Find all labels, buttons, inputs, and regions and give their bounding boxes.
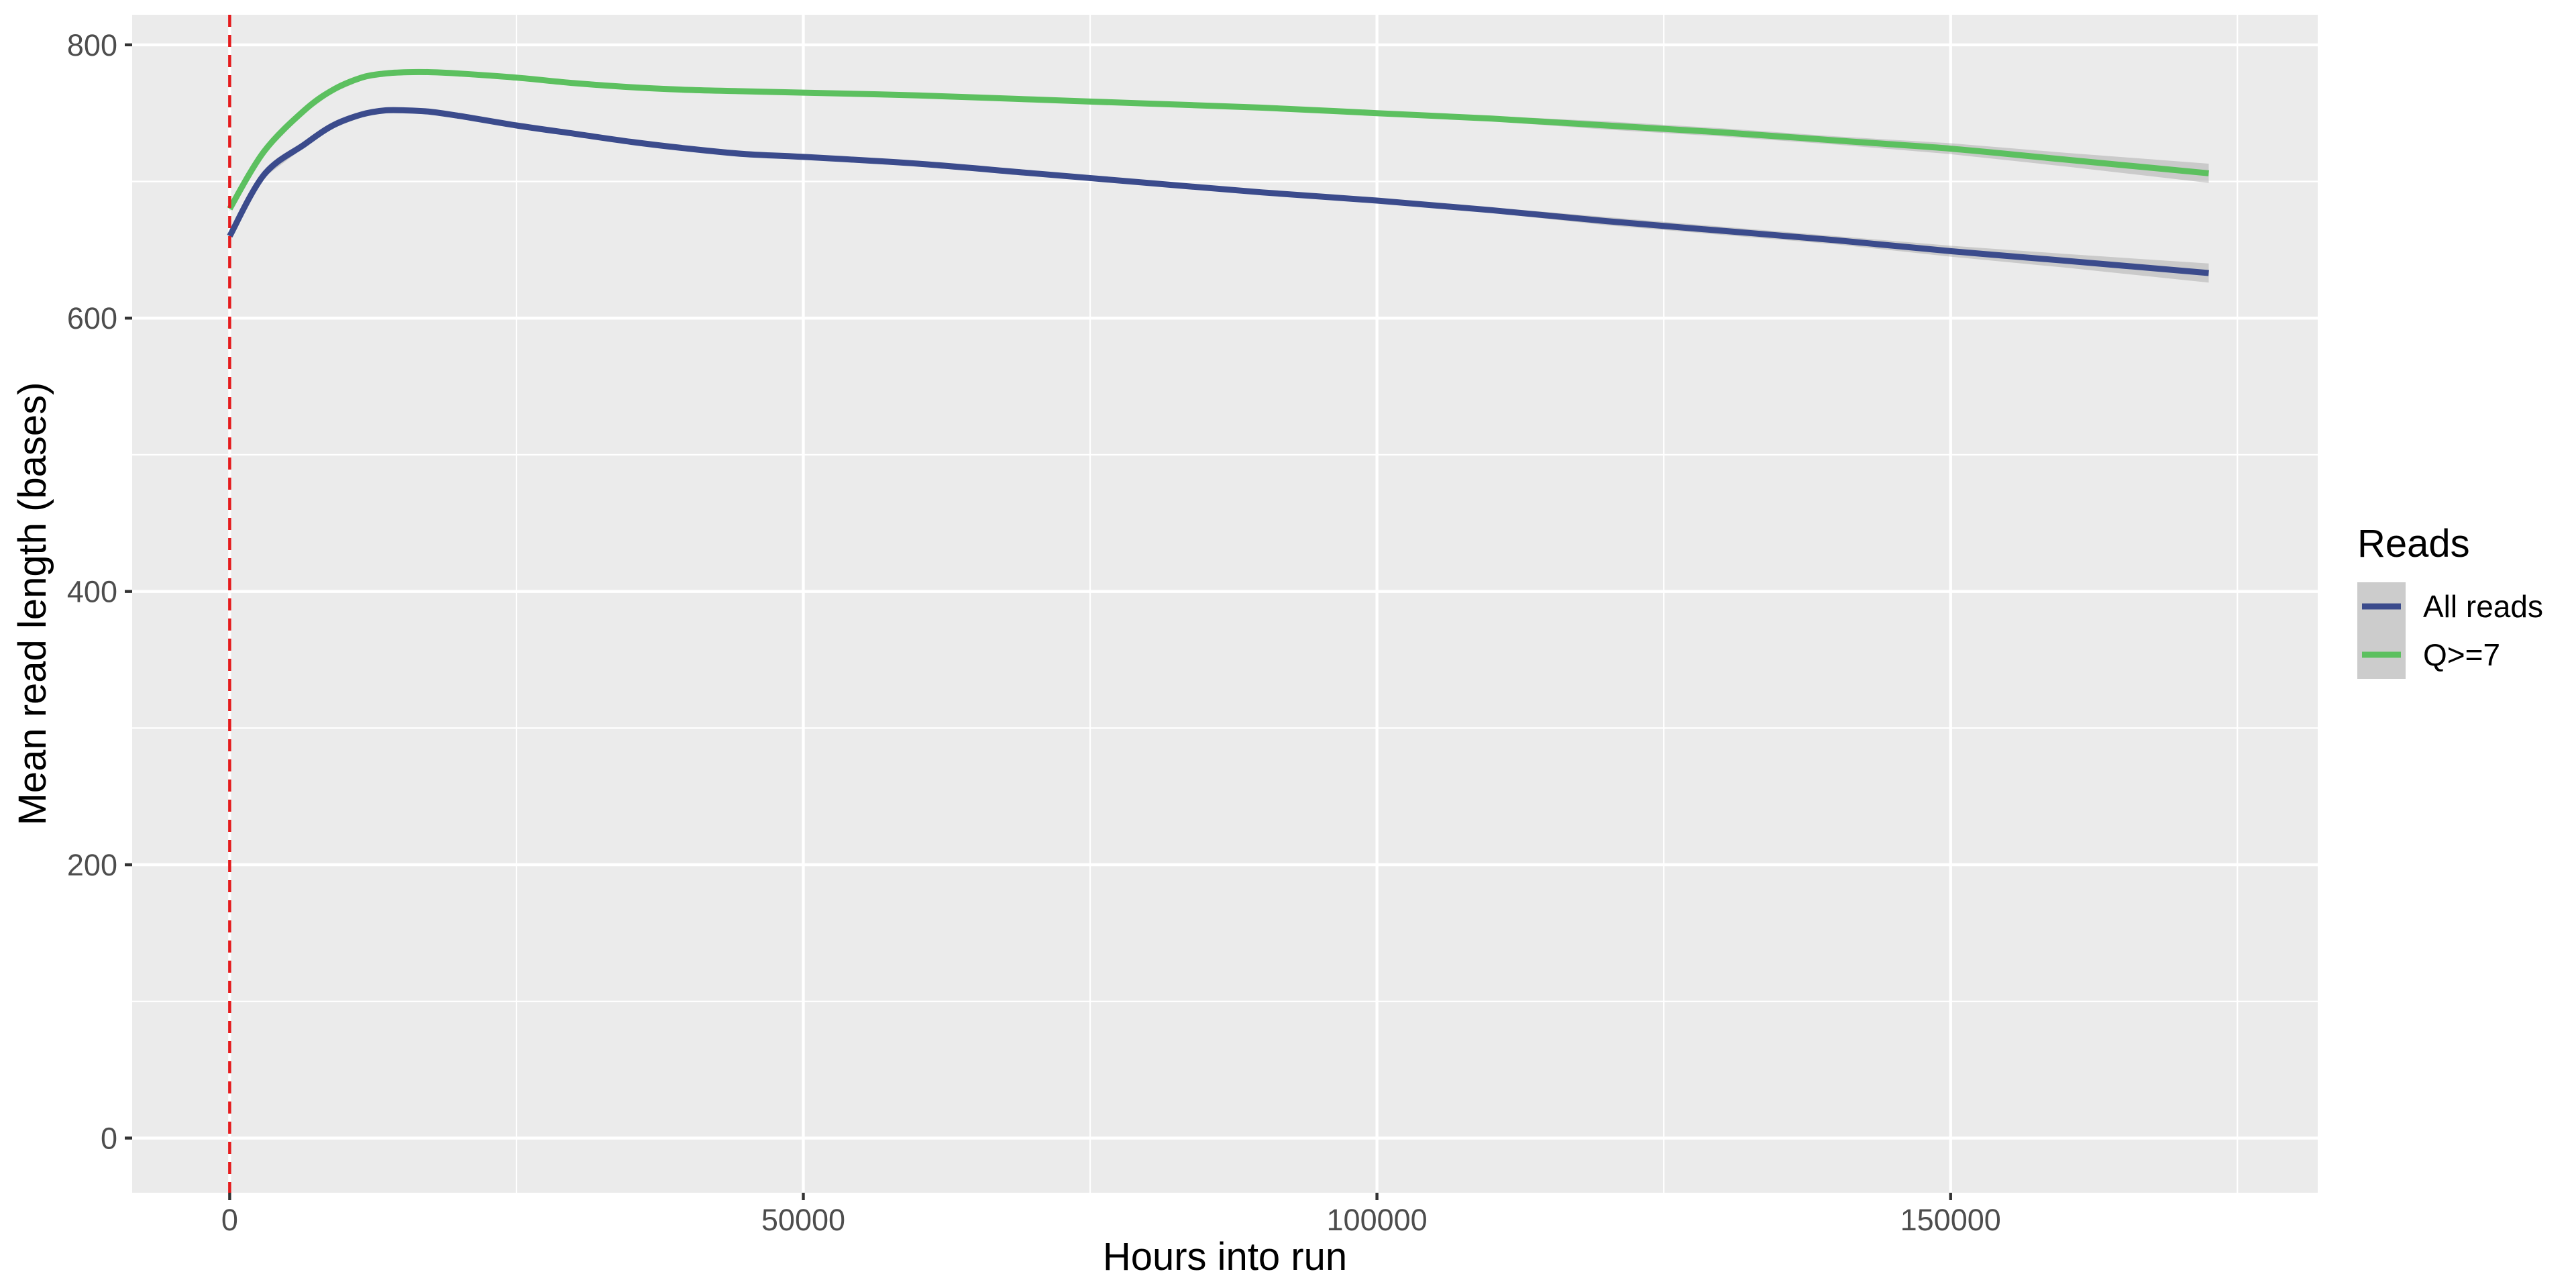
y-tick-label: 400: [67, 575, 117, 609]
series-lines: [227, 68, 2209, 276]
legend-items: All reads Q>=7: [2357, 582, 2543, 679]
legend: Reads All reads Q>=7: [2357, 522, 2543, 679]
y-axis-ticks: 0 200 400 600 800: [67, 28, 132, 1156]
x-axis-ticks: 0 50000 100000 150000: [221, 1193, 2001, 1237]
legend-label: Q>=7: [2423, 637, 2500, 672]
x-tick-label: 0: [221, 1203, 238, 1237]
minor-gridlines: [132, 15, 2318, 1193]
x-tick-label: 50000: [761, 1203, 845, 1237]
x-tick-label: 100000: [1327, 1203, 1428, 1237]
y-axis-title: Mean read length (bases): [11, 382, 54, 826]
y-tick-label: 800: [67, 28, 117, 62]
legend-title: Reads: [2357, 522, 2470, 566]
x-axis-title: Hours into run: [1103, 1235, 1347, 1279]
legend-label: All reads: [2423, 589, 2543, 624]
x-tick-label: 150000: [1900, 1203, 2001, 1237]
series-line-2: [227, 68, 2209, 211]
series-line-1: [227, 107, 2209, 276]
major-gridlines: [132, 15, 2318, 1193]
y-tick-label: 200: [67, 848, 117, 882]
y-tick-label: 0: [101, 1122, 117, 1156]
y-tick-label: 600: [67, 301, 117, 335]
plot-panel: [132, 15, 2318, 1193]
